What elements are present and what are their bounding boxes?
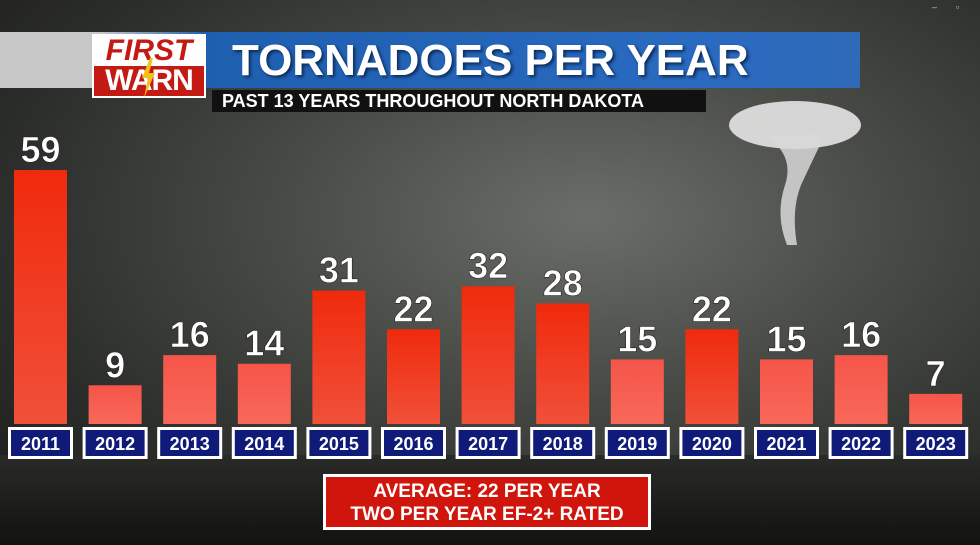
value-label-2016: 22 — [393, 288, 433, 329]
bar-2012 — [88, 385, 142, 424]
year-label-2014: 2014 — [244, 434, 284, 454]
bar-2020 — [685, 329, 739, 424]
value-label-2017: 32 — [468, 245, 508, 286]
value-label-2011: 59 — [20, 129, 60, 170]
year-box-2013 — [160, 430, 220, 456]
year-label-2015: 2015 — [319, 434, 359, 454]
lightning-icon — [142, 58, 155, 98]
year-box-2020 — [682, 430, 742, 456]
year-box-2014 — [234, 430, 294, 456]
average-box: AVERAGE: 22 PER YEAR TWO PER YEAR EF-2+ … — [323, 474, 651, 530]
logo-first: FIRST — [94, 36, 204, 66]
year-box-2012 — [85, 430, 145, 456]
value-label-2018: 28 — [543, 262, 583, 303]
value-label-2014: 14 — [244, 323, 284, 364]
average-line: AVERAGE: 22 PER YEAR — [373, 481, 601, 502]
bar-2018 — [536, 303, 590, 424]
chart-subtitle: PAST 13 YEARS THROUGHOUT NORTH DAKOTA — [212, 90, 706, 112]
year-box-2022 — [831, 430, 891, 456]
bar-2016 — [387, 329, 440, 424]
year-box-2019 — [607, 430, 667, 456]
bar-2023 — [909, 393, 963, 424]
year-box-2015 — [309, 430, 369, 456]
year-box-2016 — [384, 430, 443, 456]
value-label-2022: 16 — [841, 314, 881, 355]
year-label-2013: 2013 — [170, 434, 210, 454]
year-label-2021: 2021 — [766, 434, 806, 454]
first-warn-logo: FIRST WARN — [92, 34, 206, 98]
value-label-2012: 9 — [105, 344, 125, 385]
bar-2013 — [163, 355, 217, 424]
year-label-2011: 2011 — [21, 434, 60, 454]
bar-2021 — [760, 359, 813, 424]
year-label-2020: 2020 — [692, 434, 732, 454]
bar-2019 — [610, 359, 664, 424]
bar-2022 — [834, 355, 888, 424]
year-label-2016: 2016 — [393, 434, 433, 454]
year-box-2023 — [906, 430, 966, 456]
value-label-2019: 15 — [617, 318, 657, 359]
year-box-2017 — [458, 430, 518, 456]
bar-2017 — [461, 286, 515, 424]
bar-2014 — [237, 363, 291, 424]
value-label-2013: 16 — [170, 314, 210, 355]
bar-2011 — [14, 170, 67, 424]
year-label-2022: 2022 — [841, 434, 881, 454]
year-label-2023: 2023 — [916, 434, 956, 454]
year-label-2018: 2018 — [543, 434, 583, 454]
value-label-2021: 15 — [766, 318, 806, 359]
ef2-line: TWO PER YEAR EF-2+ RATED — [350, 504, 624, 525]
year-box-2018 — [533, 430, 593, 456]
year-box-2021 — [757, 430, 816, 456]
tornado-icon — [729, 101, 861, 245]
minimize-icon[interactable]: – — [932, 2, 938, 12]
bar-2015 — [312, 290, 366, 424]
year-box-2011 — [11, 430, 70, 456]
value-label-2023: 7 — [926, 353, 946, 394]
year-label-2017: 2017 — [468, 434, 508, 454]
year-label-2012: 2012 — [95, 434, 135, 454]
year-label-2019: 2019 — [617, 434, 657, 454]
value-label-2015: 31 — [319, 250, 359, 291]
chart-title: TORNADOES PER YEAR — [232, 36, 749, 85]
value-label-2020: 22 — [692, 288, 732, 329]
restore-icon[interactable]: ▫ — [956, 2, 960, 12]
